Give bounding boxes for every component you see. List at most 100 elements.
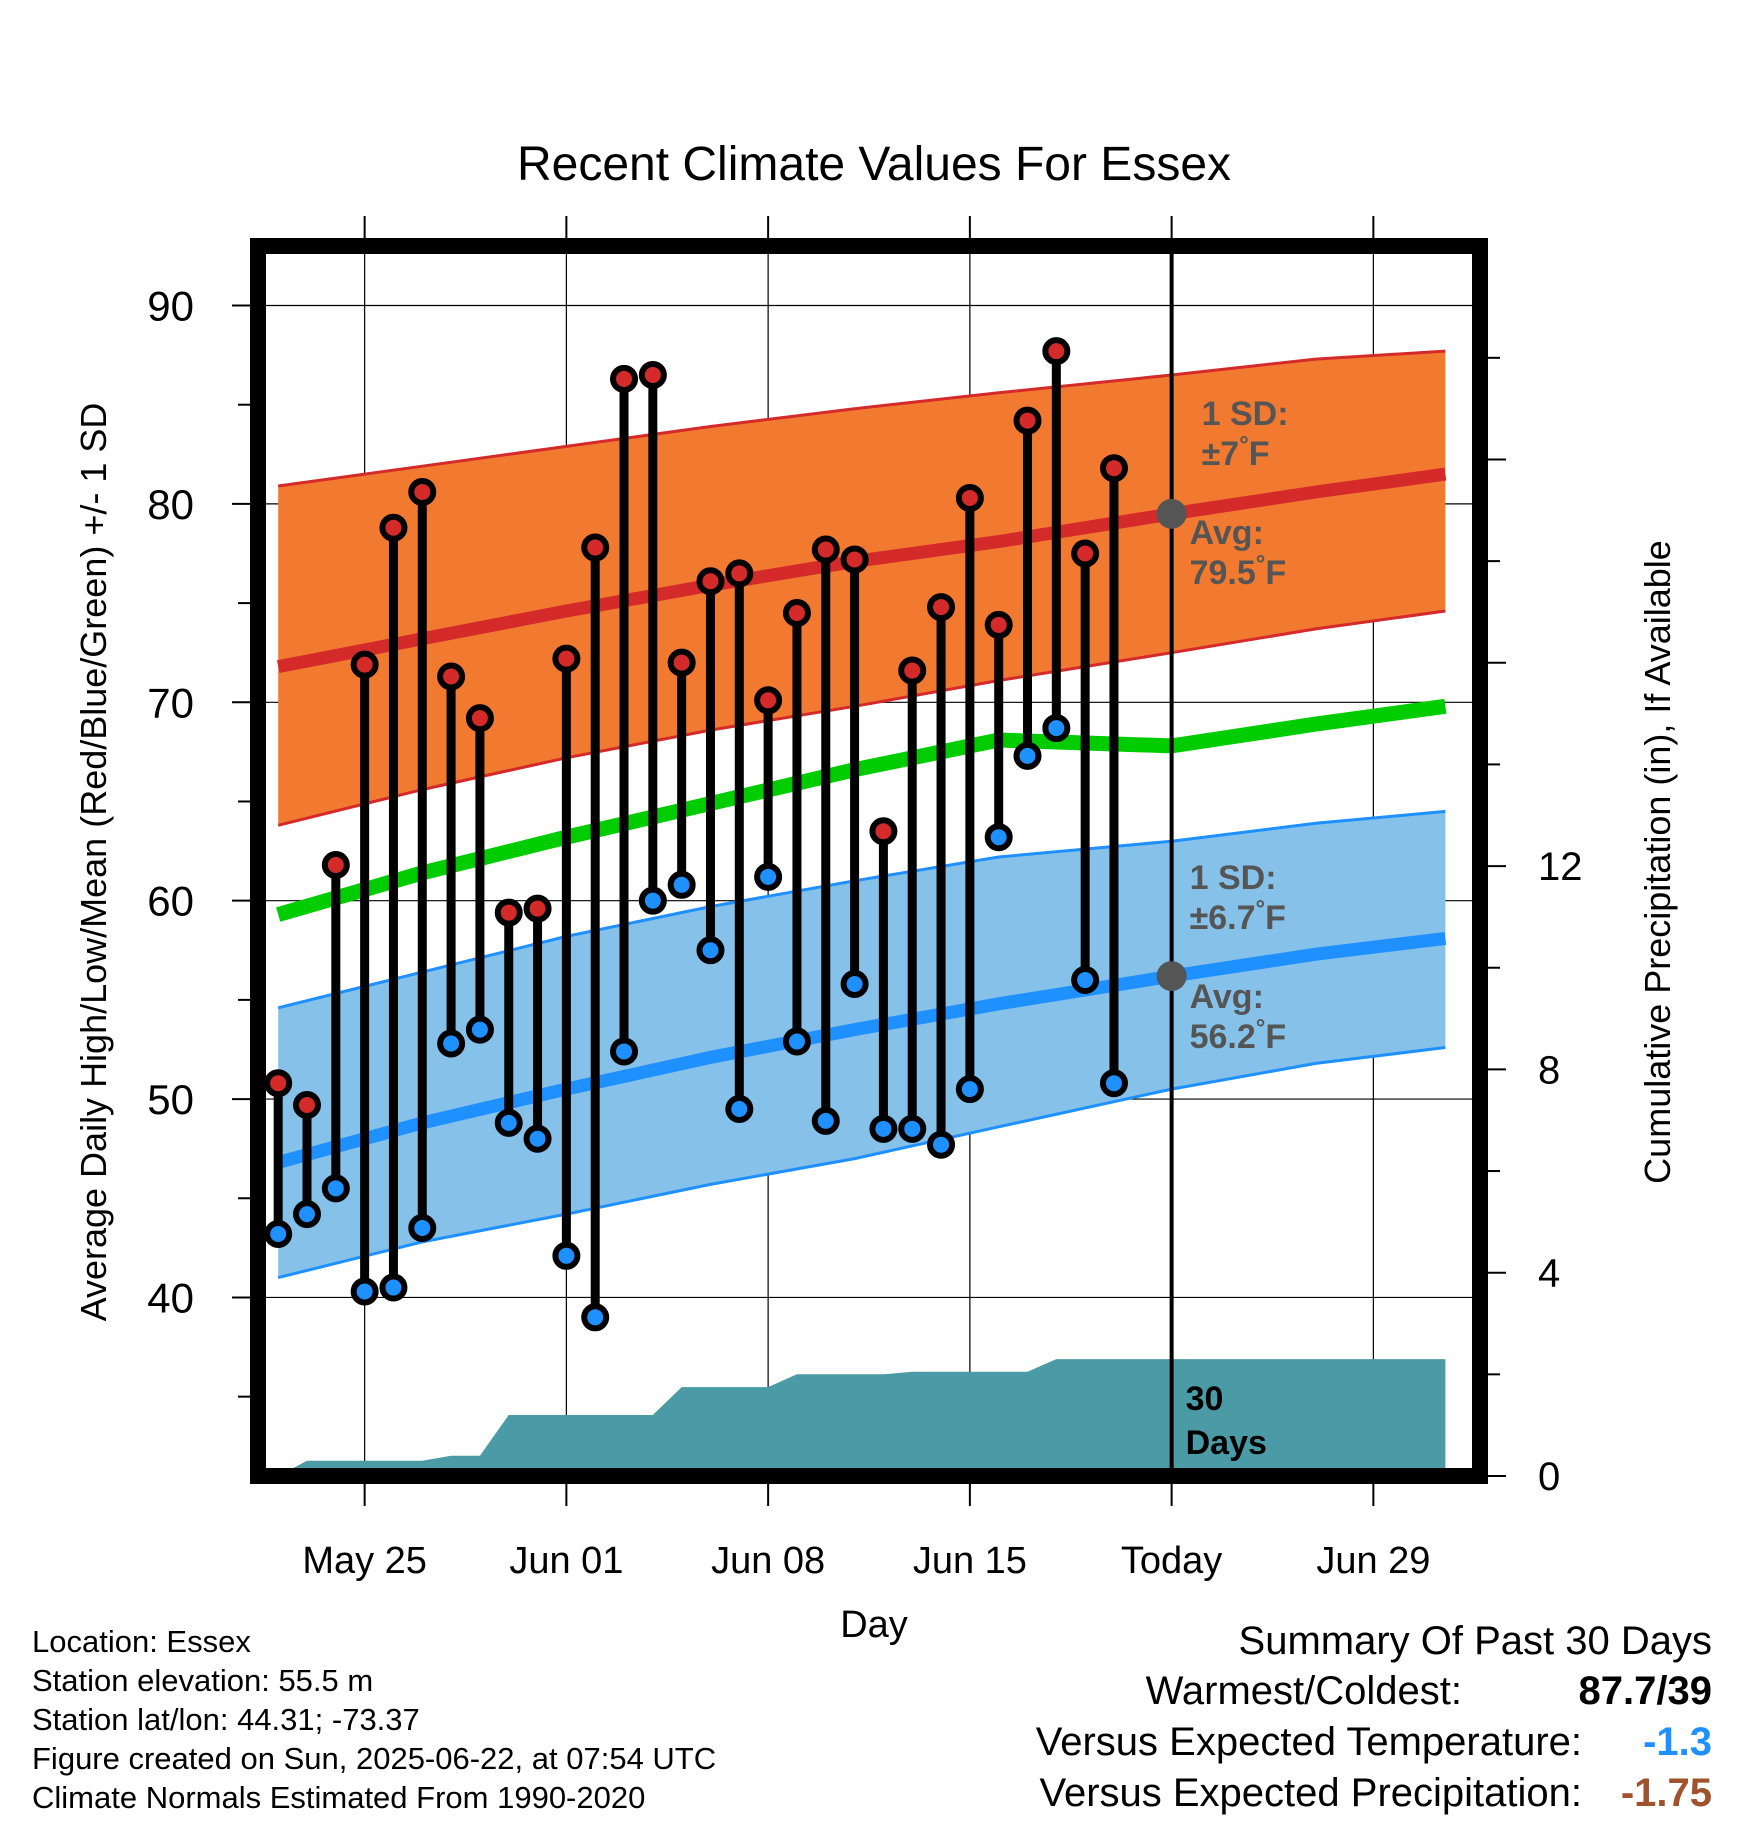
chart-title: Recent Climate Values For Essex — [517, 138, 1231, 191]
y-tick-label: 70 — [147, 679, 194, 726]
x-tick-label: Jun 01 — [509, 1540, 623, 1582]
daily-low-point — [350, 1277, 379, 1306]
daily-low-point — [754, 862, 783, 891]
x-axis-label: Day — [840, 1604, 908, 1646]
daily-low-point — [667, 870, 696, 899]
daily-high-point — [350, 650, 379, 679]
daily-high-point — [264, 1069, 293, 1098]
daily-low-point — [1042, 714, 1071, 743]
daily-high-point — [638, 360, 667, 389]
x-tick-label: Jun 15 — [913, 1540, 1027, 1582]
daily-high-point — [1099, 454, 1128, 483]
daily-low-point — [552, 1241, 581, 1270]
daily-high-point — [321, 850, 350, 879]
x-tick-label: May 25 — [302, 1540, 427, 1582]
daily-high-point — [782, 599, 811, 628]
y2-tick-label: 0 — [1538, 1455, 1560, 1499]
daily-high-point — [869, 817, 898, 846]
daily-high-point — [955, 483, 984, 512]
temp-anomaly-value: -1.3 — [1643, 1720, 1712, 1764]
temp-anomaly-label: Versus Expected Temperature: — [1035, 1720, 1582, 1764]
daily-high-point — [667, 648, 696, 677]
summary-precip-row: Versus Expected Precipitation: -1.75 — [1036, 1768, 1712, 1819]
daily-high-point — [754, 686, 783, 715]
summary-panel: Summary Of Past 30 Days Warmest/Coldest:… — [1036, 1616, 1712, 1819]
daily-high-point — [494, 898, 523, 927]
x-tick-label: Jun 08 — [711, 1540, 825, 1582]
precip-anomaly-value: -1.75 — [1620, 1771, 1712, 1815]
daily-low-point — [638, 886, 667, 915]
daily-low-point — [782, 1027, 811, 1056]
daily-low-point — [696, 936, 725, 965]
daily-low-point — [811, 1106, 840, 1135]
daily-low-point — [321, 1174, 350, 1203]
x-tick-label: Today — [1121, 1540, 1222, 1582]
daily-low-point — [984, 823, 1013, 852]
low-avg-annotation: Avg: 56.2°F — [1190, 978, 1287, 1056]
y-tick-label: 90 — [147, 283, 194, 330]
created-text: Figure created on Sun, 2025-06-22, at 07… — [32, 1741, 717, 1776]
daily-low-point — [1071, 966, 1100, 995]
daily-low-point — [898, 1114, 927, 1143]
daily-high-point — [927, 593, 956, 622]
y-tick-label: 80 — [147, 481, 194, 528]
y-tick-label: 60 — [147, 878, 194, 925]
low-band-lower-edge — [277, 1046, 1446, 1280]
y-tick-label: 40 — [147, 1274, 194, 1321]
daily-low-point — [927, 1130, 956, 1159]
summary-title: Summary Of Past 30 Days — [1238, 1619, 1712, 1663]
daily-low-point — [523, 1124, 552, 1153]
daily-high-point — [1013, 406, 1042, 435]
plot-frame — [250, 238, 1488, 1484]
daily-low-point — [437, 1029, 466, 1058]
summary-temp-row: Versus Expected Temperature: -1.3 — [1036, 1717, 1712, 1768]
daily-high-point — [696, 567, 725, 596]
daily-low-point — [581, 1303, 610, 1332]
days-count-label: 30 Days — [1186, 1380, 1267, 1462]
today-low-normal-marker — [1156, 961, 1187, 992]
daily-low-point — [494, 1108, 523, 1137]
y-axis-label: Average Daily High/Low/Mean (Red/Blue/Gr… — [73, 403, 114, 1322]
normals-text: Climate Normals Estimated From 1990-2020 — [32, 1780, 646, 1815]
x-tick-label: Jun 29 — [1316, 1540, 1430, 1582]
daily-high-point — [984, 610, 1013, 639]
daily-high-point — [408, 478, 437, 506]
daily-high-point — [437, 662, 466, 691]
station-info: Location: Essex Station elevation: 55.5 … — [32, 1622, 716, 1817]
daily-high-point — [581, 533, 610, 562]
summary-warmest-row: Warmest/Coldest: 87.7/39 — [1036, 1666, 1712, 1717]
daily-high-point — [610, 364, 639, 393]
daily-low-point — [725, 1094, 754, 1123]
daily-high-point — [552, 644, 581, 673]
high-sd-annotation: 1 SD: ±7°F — [1202, 395, 1289, 473]
daily-high-point — [292, 1091, 321, 1120]
daily-high-point — [811, 535, 840, 564]
y2-tick-label: 4 — [1538, 1252, 1560, 1296]
daily-low-point — [1099, 1069, 1128, 1098]
precip-anomaly-label: Versus Expected Precipitation: — [1039, 1771, 1582, 1815]
daily-high-point — [725, 559, 754, 588]
daily-high-point — [465, 704, 494, 733]
daily-low-point — [840, 970, 869, 998]
warmest-value: 87.7/39 — [1578, 1669, 1712, 1713]
cumulative-precip-area — [278, 1359, 1446, 1476]
daily-low-point — [610, 1037, 639, 1066]
daily-low-point — [869, 1114, 898, 1143]
today-high-normal-marker — [1156, 498, 1187, 529]
y-tick-label: 50 — [147, 1076, 194, 1123]
daily-low-point — [379, 1273, 408, 1302]
daily-low-point — [1013, 741, 1042, 770]
daily-high-point — [840, 545, 869, 574]
daily-low-point — [264, 1219, 293, 1248]
daily-low-point — [408, 1214, 437, 1243]
y2-tick-label: 8 — [1538, 1048, 1560, 1092]
daily-low-point — [292, 1200, 321, 1229]
daily-high-point — [1071, 539, 1100, 568]
daily-high-point — [523, 894, 552, 923]
high-avg-annotation: Avg: 79.5°F — [1190, 514, 1287, 592]
daily-high-point — [898, 656, 927, 685]
y2-tick-label: 12 — [1538, 845, 1583, 889]
plot-area: 1 SD: ±7°F Avg: 79.5°F 1 SD: ±6.7°F Avg: 56.2°F… — [147, 216, 1583, 1582]
location-text: Location: Essex — [32, 1624, 251, 1659]
